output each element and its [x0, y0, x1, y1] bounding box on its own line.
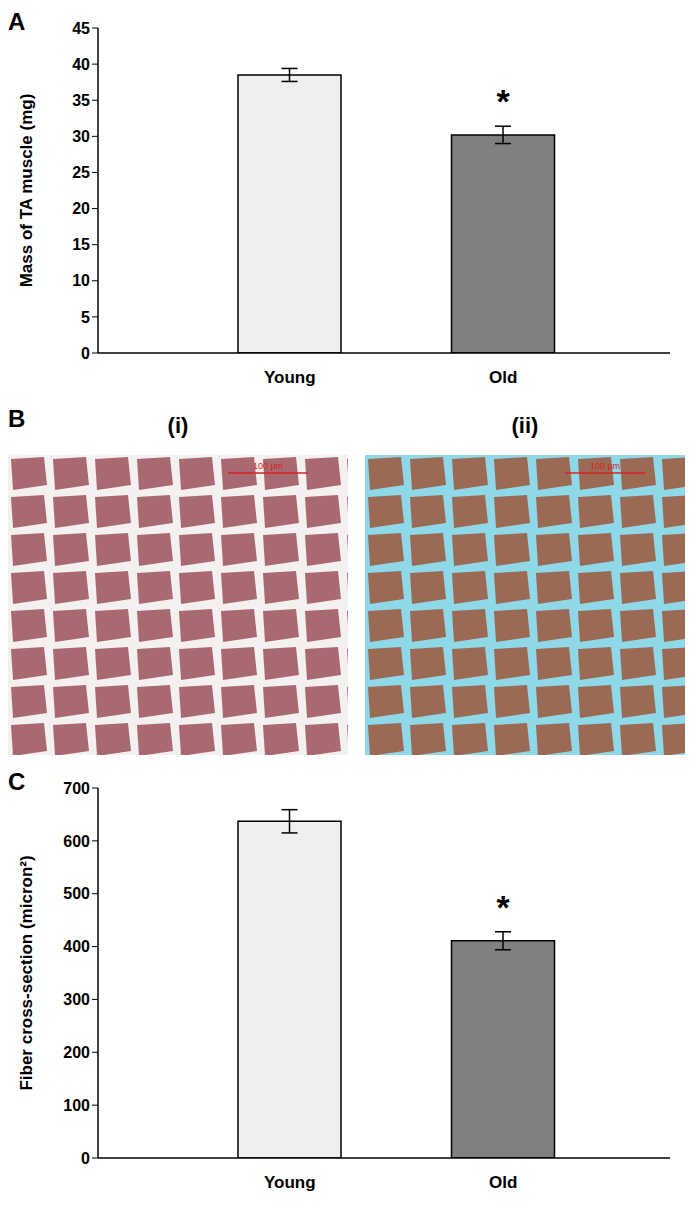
svg-text:45: 45	[72, 20, 90, 37]
html-text:(ii): (ii)	[511, 413, 539, 438]
svg-text:300: 300	[63, 991, 90, 1008]
html-text:C: C	[8, 768, 26, 795]
svg-text:15: 15	[72, 236, 90, 253]
svg-text:600: 600	[63, 833, 90, 850]
html-text:(i): (i)	[167, 413, 189, 438]
svg-text:100: 100	[63, 1097, 90, 1114]
svg-text:*: *	[496, 888, 510, 926]
svg-text:40: 40	[72, 56, 90, 73]
svg-text:0: 0	[81, 1150, 90, 1167]
svg-text:100 µm: 100 µm	[590, 461, 620, 471]
svg-text:Young: Young	[264, 1173, 316, 1192]
svg-text:Mass of TA muscle (mg): Mass of TA muscle (mg)	[17, 94, 36, 288]
svg-text:Old: Old	[489, 368, 517, 387]
svg-text:5: 5	[81, 309, 90, 326]
svg-text:0: 0	[81, 345, 90, 362]
svg-text:100 µm: 100 µm	[253, 461, 283, 471]
svg-text:Fiber cross-section (micron²): Fiber cross-section (micron²)	[17, 855, 36, 1090]
svg-text:Young: Young	[264, 368, 316, 387]
svg-text:20: 20	[72, 200, 90, 217]
svg-text:10: 10	[72, 272, 90, 289]
svg-text:35: 35	[72, 92, 90, 109]
svg-text:500: 500	[63, 885, 90, 902]
svg-text:*: *	[496, 82, 510, 120]
svg-text:30: 30	[72, 128, 90, 145]
svg-text:Old: Old	[489, 1173, 517, 1192]
svg-text:700: 700	[63, 780, 90, 797]
svg-text:400: 400	[63, 938, 90, 955]
html-text:B: B	[8, 405, 26, 432]
svg-text:25: 25	[72, 164, 90, 181]
html-text:A: A	[8, 8, 26, 35]
svg-text:200: 200	[63, 1044, 90, 1061]
